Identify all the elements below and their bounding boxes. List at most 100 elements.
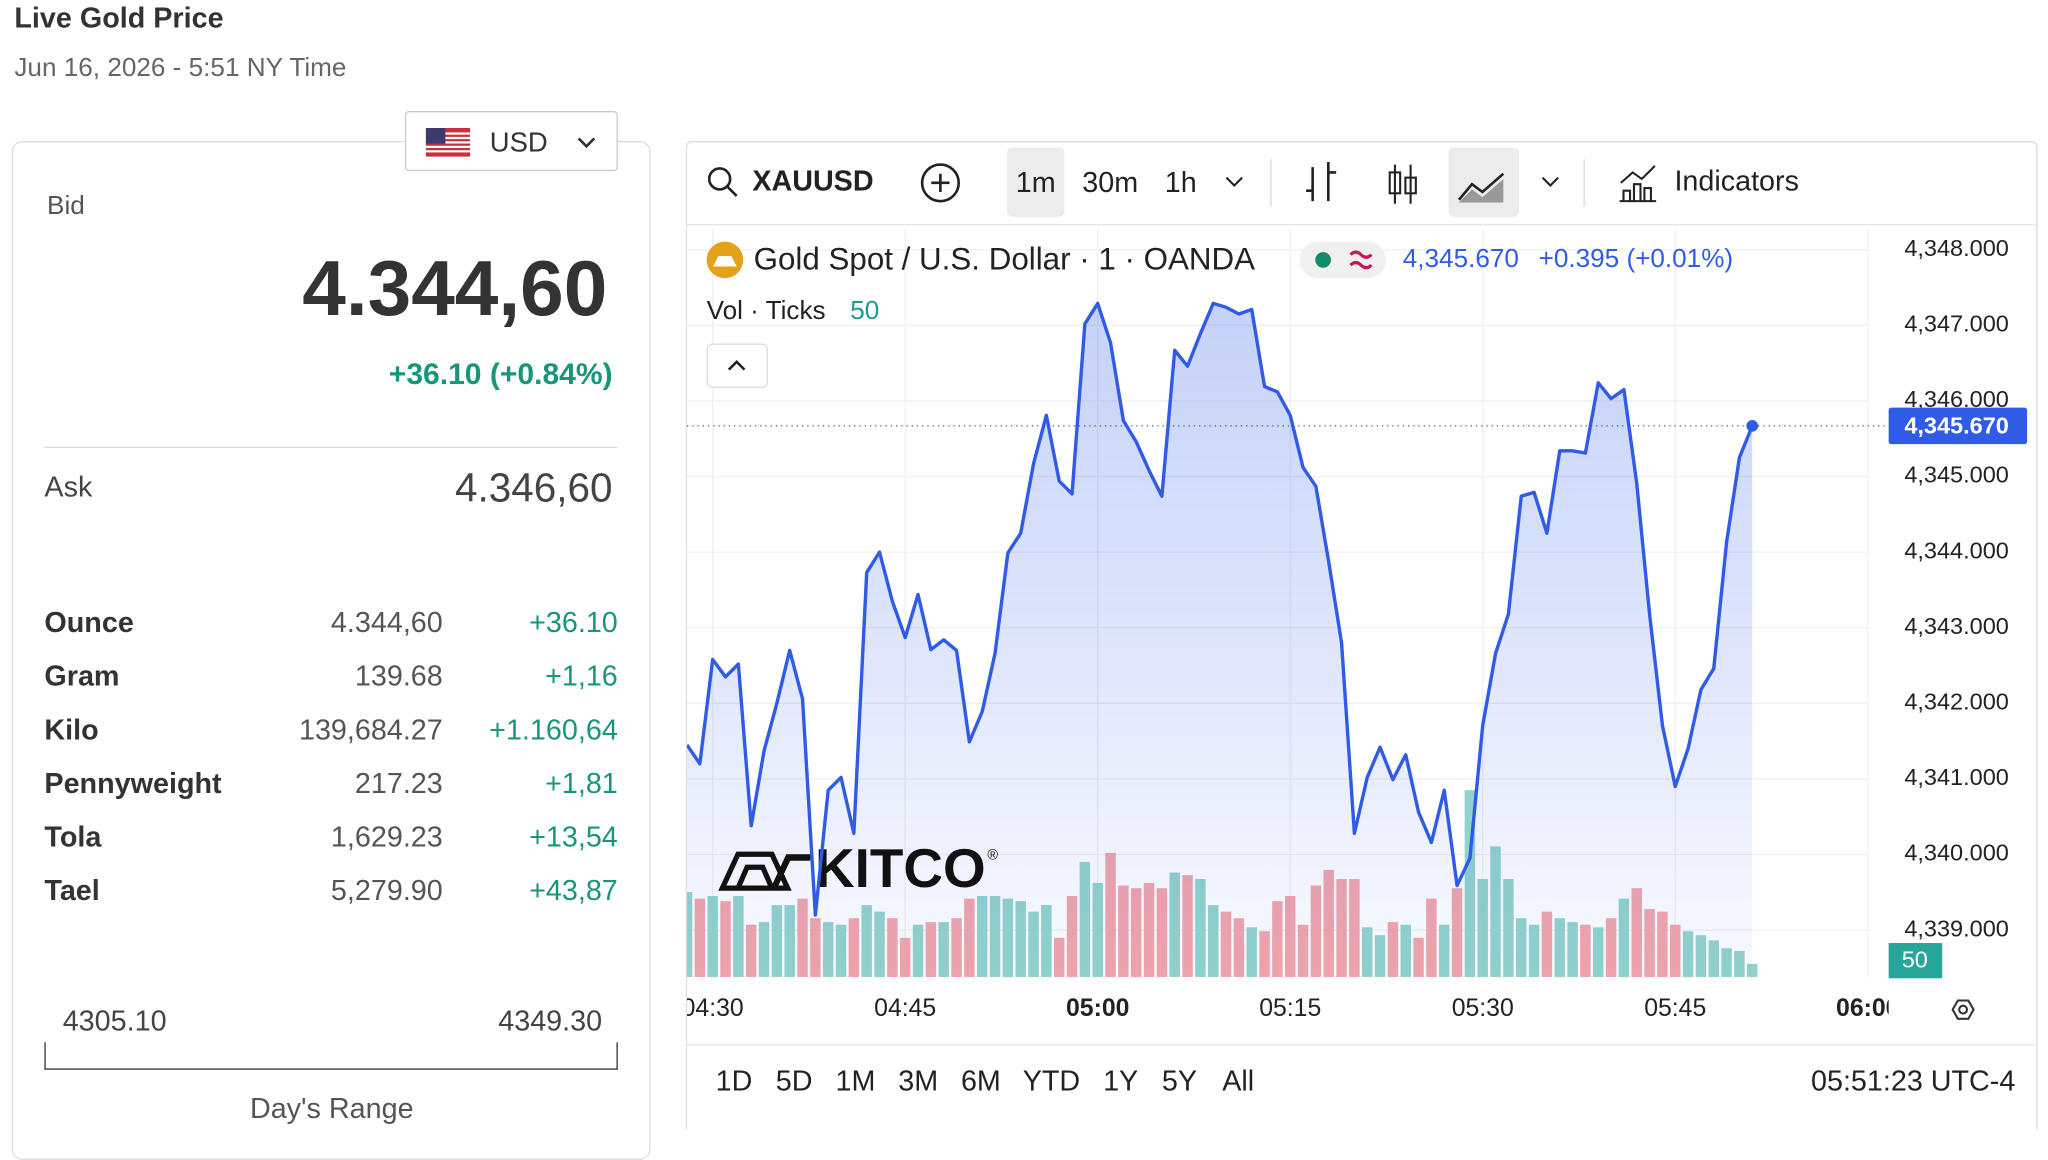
- candles-icon[interactable]: [1388, 171, 1402, 195]
- price-change: +0.395 (+0.01%): [1539, 243, 1734, 273]
- row-change: +1,81: [545, 766, 618, 800]
- y-tick-label: 4,347.000: [1904, 311, 2009, 337]
- row-price: 5,279.90: [330, 873, 443, 907]
- row-name: Tael: [44, 873, 100, 907]
- y-tick-label: 4,339.000: [1904, 915, 2009, 941]
- row-change: +1,16: [545, 659, 618, 693]
- interval[interactable]: 1h: [1165, 167, 1197, 199]
- interval[interactable]: 1m: [1016, 167, 1056, 199]
- divider: [44, 446, 618, 448]
- row-price: 217.23: [354, 766, 443, 800]
- settings-icon[interactable]: [1951, 999, 1975, 1020]
- indicators-icon[interactable]: [1619, 165, 1657, 203]
- row-name: Gram: [44, 659, 120, 693]
- row-price: 4.344,60: [330, 606, 443, 639]
- row-price: 1,629.23: [330, 820, 443, 853]
- range-buttons: 1D 5D 1M 3M 6M YTD 1Y 5Y All: [716, 1065, 1254, 1097]
- x-tick-label: 05:45: [1644, 995, 1706, 1022]
- x-tick-label: 04:30: [686, 995, 744, 1022]
- interval-active[interactable]: [1007, 147, 1065, 217]
- row-name: Ounce: [44, 606, 134, 639]
- range-low: 4305.10: [62, 1004, 167, 1038]
- row-change: +36.10: [529, 606, 618, 639]
- x-tick-label: 04:45: [874, 995, 936, 1022]
- area-layer: [687, 303, 1753, 977]
- row-name: Tola: [44, 820, 102, 853]
- y-tick-label: 4,344.000: [1904, 537, 2009, 563]
- x-tick-label: 06:00: [1836, 995, 1899, 1022]
- row-name: Pennyweight: [44, 766, 222, 800]
- row-change: +1.160,64: [489, 713, 618, 746]
- y-tick-label: 4,343.000: [1904, 613, 2009, 639]
- ask-label: Ask: [44, 470, 93, 503]
- price-line: [687, 301, 1754, 917]
- toolbar: [707, 147, 1657, 217]
- symbol[interactable]: XAUUSD: [752, 165, 873, 197]
- y-tick-label: 4,345.000: [1904, 462, 2009, 488]
- page: {"header":{"title":"Live Gold Price","su…: [11, 1, 2038, 1160]
- intervals: 1m 30m 1h: [1016, 167, 1197, 199]
- clock: 05:51:23 UTC-4: [1811, 1065, 2015, 1097]
- screen: Live Gold Price Jun 16, 2026 - 5:51 NY T…: [11, 1, 2038, 1160]
- range-button[interactable]: All: [1222, 1065, 1254, 1097]
- y-tick-label: 4,340.000: [1904, 840, 2009, 866]
- range-button[interactable]: 6M: [961, 1065, 1001, 1097]
- flag: [425, 127, 471, 157]
- volume-badge-label: 50: [1902, 947, 1928, 973]
- logo: KITCO ®: [718, 837, 998, 899]
- chart-widget: XAUUSD 1m 30m 1h Indicators KITCO ® 4,339.…: [685, 141, 2038, 1130]
- x-tick-label: 05:15: [1259, 995, 1321, 1022]
- currency-select[interactable]: USD: [404, 111, 618, 172]
- line-layer: [687, 301, 1754, 917]
- bars-icon[interactable]: [1306, 161, 1337, 202]
- range-button[interactable]: 5Y: [1162, 1065, 1197, 1097]
- page-title: Live Gold Price: [14, 1, 224, 34]
- range-button[interactable]: 3M: [898, 1065, 938, 1097]
- range-bar: [44, 1042, 618, 1070]
- range-button[interactable]: 1Y: [1103, 1065, 1138, 1097]
- bid-change: +36.10 (+0.84%): [388, 356, 613, 391]
- y-tick-label: 4,342.000: [1904, 689, 2009, 715]
- range-high: 4349.30: [498, 1004, 603, 1038]
- range-label: Day's Range: [249, 1091, 414, 1125]
- search-icon[interactable]: [707, 167, 732, 191]
- range-button[interactable]: YTD: [1023, 1065, 1080, 1097]
- add-symbol[interactable]: [920, 163, 960, 203]
- status-badge: [1299, 241, 1386, 279]
- price-badge: [1888, 407, 2028, 445]
- timestamp: Jun 16, 2026 - 5:51 NY Time: [14, 53, 347, 83]
- x-tick-label: 05:00: [1066, 995, 1129, 1022]
- y-tick-label: 4,348.000: [1904, 235, 2009, 261]
- volume-name: Vol · Ticks: [707, 295, 826, 325]
- last-point: [1746, 420, 1759, 432]
- row-change: +43,87: [529, 873, 618, 907]
- logo-mark: ®: [987, 847, 998, 863]
- row-name: Kilo: [44, 713, 99, 746]
- last-price: 4,345.670: [1403, 243, 1519, 273]
- row-change: +13,54: [529, 820, 618, 853]
- axes: 4,339.000 4,340.000 4,341.000 4,342.000 4,34…: [687, 235, 2028, 979]
- bid-price: 4.344,60: [302, 244, 608, 332]
- volume-badge: [1888, 943, 1943, 979]
- collapse-button[interactable]: [706, 343, 768, 388]
- currency: USD: [489, 127, 548, 159]
- row-price: 139,684.27: [298, 713, 443, 746]
- bid-label: Bid: [47, 191, 85, 221]
- interval[interactable]: 30m: [1082, 167, 1138, 199]
- area-fill: [687, 303, 1753, 977]
- range-button[interactable]: 5D: [776, 1065, 813, 1097]
- logo-text: KITCO: [815, 837, 986, 899]
- series-name: Gold Spot / U.S. Dollar · 1 · OANDA: [754, 242, 1256, 277]
- row-price: 139.68: [354, 659, 443, 693]
- range-button[interactable]: 1D: [716, 1065, 753, 1097]
- indicators[interactable]: Indicators: [1674, 165, 1799, 197]
- x-tick-label: 05:30: [1452, 995, 1514, 1022]
- range-button[interactable]: 1M: [836, 1065, 876, 1097]
- x-axis: 04:30 04:45 05:00 05:15 05:30 05:45 06:00: [686, 995, 1899, 1022]
- y-tick-label: 4,341.000: [1904, 764, 2009, 790]
- chevron: [577, 137, 596, 149]
- price-badge-label: 4,345.670: [1904, 412, 2009, 438]
- ask-price: 4.346,60: [454, 464, 613, 511]
- volume-last: 50: [850, 295, 879, 325]
- area-icon-active[interactable]: [1448, 147, 1520, 217]
